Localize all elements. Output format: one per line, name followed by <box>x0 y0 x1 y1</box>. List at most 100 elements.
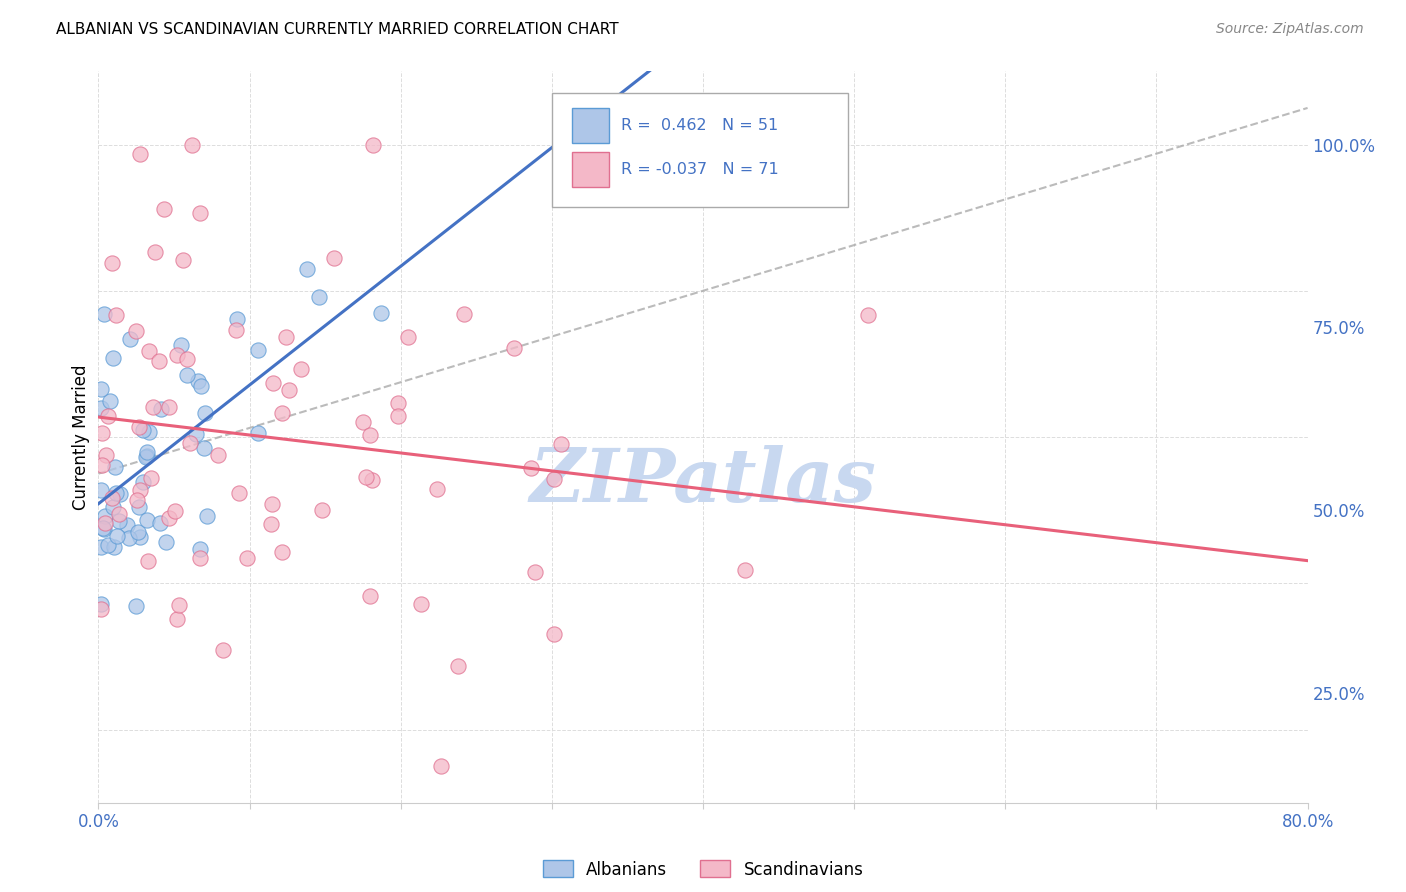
Point <box>132 423 155 437</box>
Point <box>105 308 128 322</box>
Point <box>212 642 235 657</box>
Point <box>97 537 120 551</box>
Point <box>91 521 114 535</box>
Point <box>550 436 572 450</box>
Point <box>387 409 409 423</box>
Point <box>155 535 177 549</box>
Point <box>370 306 392 320</box>
Point <box>138 425 160 439</box>
Bar <box>572 152 609 187</box>
Point <box>105 529 128 543</box>
Point <box>136 449 159 463</box>
Point <box>143 244 166 259</box>
Point <box>172 252 194 267</box>
Y-axis label: Currently Married: Currently Married <box>72 364 90 510</box>
Text: R =  0.462   N = 51: R = 0.462 N = 51 <box>621 118 778 133</box>
Point <box>166 348 188 362</box>
Point <box>101 491 124 505</box>
Point <box>179 436 201 450</box>
Point <box>128 500 150 514</box>
Point <box>141 471 163 485</box>
Point <box>176 368 198 382</box>
Point <box>426 482 449 496</box>
Point <box>132 475 155 489</box>
Point <box>120 332 142 346</box>
Point <box>308 290 330 304</box>
Point <box>354 470 377 484</box>
Point <box>98 394 121 409</box>
Point <box>157 400 180 414</box>
Point <box>101 256 124 270</box>
Point <box>94 448 117 462</box>
Point <box>153 202 176 217</box>
Point <box>93 307 115 321</box>
Point <box>90 382 112 396</box>
Point <box>170 338 193 352</box>
Point <box>128 530 150 544</box>
Point <box>361 473 384 487</box>
Point <box>90 401 112 415</box>
Point <box>138 554 160 568</box>
Point <box>295 262 318 277</box>
Bar <box>572 108 609 143</box>
Point <box>352 415 374 429</box>
Text: Source: ZipAtlas.com: Source: ZipAtlas.com <box>1216 22 1364 37</box>
Point <box>271 545 294 559</box>
Point <box>148 354 170 368</box>
Point <box>103 540 125 554</box>
Point <box>409 597 432 611</box>
Point <box>262 376 284 391</box>
Text: R = -0.037   N = 71: R = -0.037 N = 71 <box>621 161 779 177</box>
Point <box>128 147 150 161</box>
Legend: Albanians, Scandinavians: Albanians, Scandinavians <box>543 861 863 879</box>
Point <box>387 396 409 410</box>
Point <box>543 472 565 486</box>
Point <box>165 504 187 518</box>
Point <box>108 514 131 528</box>
Point <box>188 205 211 219</box>
Point <box>270 405 292 419</box>
Point <box>260 497 283 511</box>
Point <box>90 602 112 616</box>
Text: ZIPatlas: ZIPatlas <box>530 445 876 517</box>
Point <box>225 323 247 337</box>
Point <box>125 599 148 614</box>
Point <box>135 445 157 459</box>
Point <box>176 351 198 366</box>
Point <box>323 251 346 265</box>
Point <box>108 487 131 501</box>
Point <box>105 485 128 500</box>
Point <box>91 426 114 441</box>
Point <box>361 137 384 152</box>
Point <box>97 409 120 424</box>
Point <box>136 513 159 527</box>
Point <box>359 590 381 604</box>
Point <box>90 541 112 555</box>
Point <box>524 566 547 580</box>
Point <box>128 483 150 497</box>
Point <box>108 507 131 521</box>
Point <box>150 401 173 416</box>
Point <box>104 460 127 475</box>
Point <box>429 759 451 773</box>
Point <box>187 374 209 388</box>
Point <box>138 344 160 359</box>
Point <box>194 406 217 420</box>
Point <box>274 330 297 344</box>
Point <box>101 351 124 365</box>
Point <box>90 483 112 498</box>
Point <box>359 428 381 442</box>
Point <box>207 448 229 462</box>
Point <box>188 551 211 566</box>
Point <box>225 312 247 326</box>
Point <box>447 659 470 673</box>
Point <box>193 441 215 455</box>
Point <box>195 508 218 523</box>
Point <box>502 341 524 355</box>
Point <box>135 450 157 464</box>
Point <box>167 598 190 612</box>
Point <box>247 343 270 358</box>
Point <box>543 627 565 641</box>
Point <box>101 500 124 514</box>
Point <box>127 492 149 507</box>
